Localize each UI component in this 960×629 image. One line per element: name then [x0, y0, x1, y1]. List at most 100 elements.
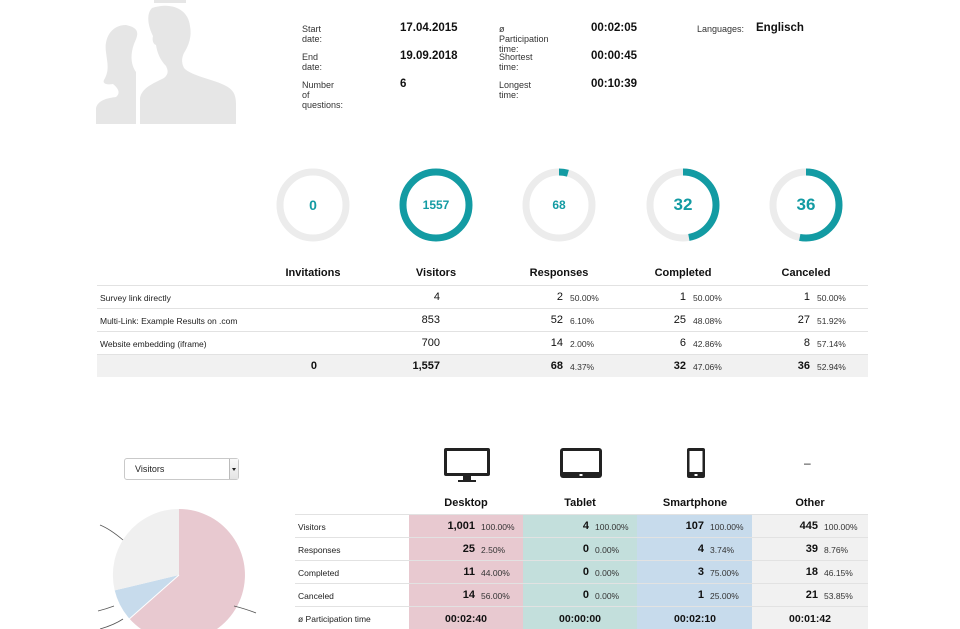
smartphone-pct: 100.00% — [710, 522, 744, 532]
tablet-column-bg — [523, 514, 637, 629]
completed-pct: 42.86% — [693, 339, 722, 349]
dash-icon: – — [804, 456, 811, 470]
smartphone-value: 4 — [697, 543, 704, 555]
completed-value: 6 — [679, 337, 686, 349]
tablet-time: 00:00:00 — [558, 613, 602, 625]
smartphone-pct: 25.00% — [710, 591, 739, 601]
canceled-total: 36 — [797, 360, 810, 372]
smartphone-pct: 75.00% — [710, 568, 739, 578]
donut-value: 32 — [673, 195, 693, 214]
visitors-value: 700 — [421, 337, 440, 349]
row-label: ø Participation time — [298, 614, 371, 624]
table-row: Completed 11 44.00% 0 0.00% 3 75.00% 18 … — [295, 560, 868, 583]
other-column-bg — [752, 514, 868, 629]
desktop-pct: 56.00% — [481, 591, 510, 601]
end-date-label: End date: — [302, 52, 323, 72]
responses-value: 52 — [550, 314, 563, 326]
table-row: Visitors 1,001 100.00% 4 100.00% 107 100… — [295, 514, 868, 537]
tablet-value: 0 — [582, 589, 589, 601]
visitors-total: 1,557 — [412, 360, 440, 372]
donut-responses: 68 — [520, 166, 598, 244]
devices-table: Visitors 1,001 100.00% 4 100.00% 107 100… — [295, 514, 868, 629]
tablet-pct: 0.00% — [595, 545, 620, 555]
canceled-value: 1 — [803, 291, 810, 303]
visitors-value: 4 — [433, 291, 440, 303]
donut-value: 68 — [552, 198, 566, 212]
row-label: Visitors — [298, 522, 326, 532]
canceled-total-pct: 52.94% — [817, 362, 846, 372]
smartphone-column-bg — [637, 514, 752, 629]
avg-time-label: ø Participation time: — [499, 24, 549, 54]
completed-total: 32 — [673, 360, 686, 372]
responses-value: 2 — [556, 291, 563, 303]
donut-completed: 32 — [644, 166, 722, 244]
completed-value: 1 — [679, 291, 686, 303]
column-header-other: Other — [795, 497, 825, 509]
canceled-pct: 51.92% — [817, 316, 846, 326]
invitations-total: 0 — [310, 360, 317, 372]
donut-canceled: 36 — [767, 166, 845, 244]
column-header-completed: Completed — [654, 267, 712, 279]
donut-invitations: 0 — [274, 166, 352, 244]
shortest-time-label: Shortest time: — [499, 52, 533, 72]
tablet-pct: 0.00% — [595, 568, 620, 578]
question-count-value: 6 — [400, 78, 407, 90]
question-count-label: Number of questions: — [302, 80, 344, 110]
start-date-label: Start date: — [302, 24, 323, 44]
metric-dropdown[interactable]: Visitors — [124, 458, 239, 480]
smartphone-value: 1 — [697, 589, 704, 601]
longest-time-label: Longest time: — [499, 80, 532, 100]
table-row: Survey link directly 4 2 50.00% 1 50.00%… — [97, 285, 868, 308]
desktop-column-bg — [409, 514, 523, 629]
desktop-value: 1,001 — [447, 520, 475, 532]
source-name: Survey link directly — [100, 293, 171, 303]
people-silhouette-icon — [96, 0, 238, 124]
languages-label: Languages: — [697, 24, 745, 34]
responses-pct: 50.00% — [570, 293, 599, 303]
row-label: Responses — [298, 545, 341, 555]
other-pct: 46.15% — [824, 568, 853, 578]
table-row: Canceled 14 56.00% 0 0.00% 1 25.00% 21 5… — [295, 583, 868, 606]
other-value: 39 — [805, 543, 818, 555]
column-header-tablet: Tablet — [564, 497, 596, 509]
desktop-pct: 2.50% — [481, 545, 506, 555]
column-header-visitors: Visitors — [415, 267, 457, 279]
start-date-value: 17.04.2015 — [400, 22, 458, 34]
responses-pct: 6.10% — [570, 316, 595, 326]
canceled-pct: 50.00% — [817, 293, 846, 303]
dropdown-selected: Visitors — [135, 464, 165, 474]
completed-total-pct: 47.06% — [693, 362, 722, 372]
source-name: Multi-Link: Example Results on .com — [100, 316, 238, 326]
desktop-monitor-icon — [443, 447, 491, 488]
other-value: 21 — [805, 589, 818, 601]
desktop-pct: 100.00% — [481, 522, 515, 532]
row-label: Completed — [298, 568, 340, 578]
tablet-pct: 0.00% — [595, 591, 620, 601]
responses-value: 14 — [550, 337, 563, 349]
source-name: Website embedding (iframe) — [100, 339, 207, 349]
other-pct: 53.85% — [824, 591, 853, 601]
canceled-value: 27 — [797, 314, 810, 326]
column-header-smartphone: Smartphone — [662, 497, 728, 509]
donut-value: 0 — [309, 197, 317, 213]
responses-total-pct: 4.37% — [570, 362, 595, 372]
completed-pct: 50.00% — [693, 293, 722, 303]
device-pie-chart — [96, 505, 276, 629]
responses-total: 68 — [550, 360, 563, 372]
donut-value: 1557 — [422, 198, 450, 212]
table-row-participation-time: ø Participation time 00:02:40 00:00:00 0… — [295, 606, 868, 629]
completed-pct: 48.08% — [693, 316, 722, 326]
desktop-pct: 44.00% — [481, 568, 510, 578]
other-pct: 8.76% — [824, 545, 849, 555]
smartphone-time: 00:02:10 — [673, 613, 717, 625]
column-header-responses: Responses — [529, 267, 589, 279]
other-value: 18 — [805, 566, 818, 578]
canceled-pct: 57.14% — [817, 339, 846, 349]
row-label: Canceled — [298, 591, 334, 601]
tablet-icon — [559, 447, 603, 484]
column-header-canceled: Canceled — [781, 267, 831, 279]
donut-visitors: 1557 — [397, 166, 475, 244]
longest-time-value: 00:10:39 — [591, 78, 638, 90]
chevron-down-icon[interactable] — [229, 459, 238, 479]
smartphone-value: 107 — [685, 520, 704, 532]
